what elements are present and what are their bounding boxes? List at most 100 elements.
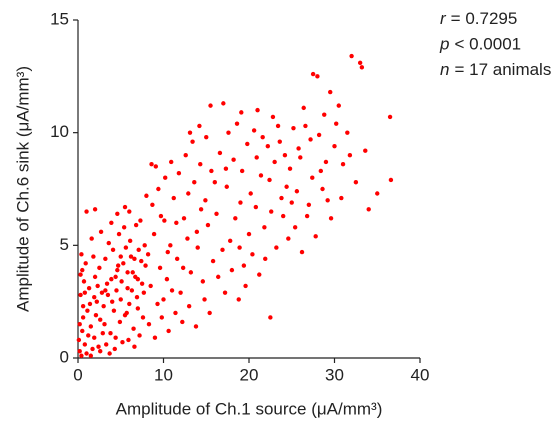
scatter-point bbox=[115, 211, 120, 216]
x-tick-label: 40 bbox=[411, 365, 430, 384]
scatter-point bbox=[258, 173, 264, 178]
scatter-point bbox=[229, 267, 235, 273]
scatter-point bbox=[139, 258, 144, 264]
scatter-point bbox=[186, 191, 191, 196]
scatter-point bbox=[80, 267, 85, 273]
scatter-point bbox=[220, 247, 225, 253]
scatter-point bbox=[119, 279, 124, 284]
scatter-point bbox=[121, 261, 126, 266]
scatter-point bbox=[282, 153, 288, 158]
scatter-point bbox=[168, 243, 173, 248]
scatter-point bbox=[214, 211, 219, 216]
scatter-point bbox=[251, 128, 257, 133]
scatter-point bbox=[205, 222, 211, 228]
scatter-point bbox=[78, 292, 83, 298]
scatter-point bbox=[224, 184, 229, 189]
scatter-point bbox=[103, 288, 108, 293]
scatter-point bbox=[82, 342, 88, 347]
scatter-point bbox=[89, 236, 94, 241]
scatter-point bbox=[334, 121, 339, 126]
scatter-point bbox=[173, 310, 178, 316]
scatter-point bbox=[117, 319, 123, 325]
scatter-point bbox=[157, 265, 163, 271]
scatter-point bbox=[222, 290, 228, 295]
scatter-point bbox=[336, 103, 341, 108]
scatter-point bbox=[79, 252, 84, 257]
scatter-point bbox=[180, 319, 185, 325]
scatter-point bbox=[116, 231, 122, 237]
scatter-point bbox=[106, 240, 111, 246]
scatter-point bbox=[328, 216, 334, 221]
scatter-point bbox=[134, 294, 140, 300]
scatter-point bbox=[98, 317, 103, 322]
scatter-point bbox=[161, 297, 166, 302]
scatter-point bbox=[265, 143, 271, 149]
scatter-point bbox=[86, 285, 92, 291]
scatter-point bbox=[96, 344, 101, 349]
scatter-point bbox=[140, 315, 146, 320]
scatter-point bbox=[185, 236, 190, 241]
annotation: p < 0.0001 bbox=[439, 35, 521, 54]
scatter-point bbox=[93, 312, 99, 318]
scatter-point bbox=[148, 283, 153, 289]
scatter-point bbox=[328, 89, 333, 95]
scatter-point bbox=[294, 189, 300, 194]
scatter-point bbox=[168, 159, 174, 165]
scatter-point bbox=[80, 303, 86, 309]
scatter-point bbox=[137, 333, 142, 338]
scatter-point bbox=[109, 220, 114, 225]
scatter-point bbox=[109, 276, 114, 282]
scatter-point bbox=[194, 229, 200, 235]
scatter-point bbox=[111, 308, 117, 313]
scatter-point bbox=[112, 346, 117, 352]
scatter-point bbox=[188, 270, 194, 275]
scatter-point bbox=[243, 283, 248, 289]
scatter-point bbox=[315, 74, 320, 79]
scatter-point bbox=[84, 351, 89, 356]
scatter-point bbox=[132, 344, 137, 349]
scatter-point bbox=[143, 263, 148, 268]
scatter-point bbox=[332, 143, 337, 149]
scatter-point bbox=[234, 121, 240, 126]
scatter-point bbox=[239, 168, 245, 174]
scatter-point bbox=[347, 153, 353, 158]
scatter-point bbox=[237, 245, 242, 250]
scatter-point bbox=[82, 290, 88, 295]
scatter-point bbox=[291, 125, 296, 131]
scatter-point bbox=[318, 168, 324, 174]
scatter-point bbox=[85, 308, 90, 313]
scatter-point bbox=[103, 256, 108, 262]
scatter-point bbox=[174, 256, 180, 262]
scatter-point bbox=[353, 180, 359, 185]
scatter-point bbox=[192, 180, 197, 185]
scatter-point bbox=[208, 103, 213, 108]
scatter-point bbox=[284, 184, 289, 189]
scatter-point bbox=[115, 267, 120, 273]
scatter-point bbox=[83, 261, 88, 266]
scatter-point bbox=[203, 198, 208, 203]
scatter-point bbox=[221, 101, 226, 106]
scatter-point bbox=[104, 281, 110, 286]
scatter-point bbox=[363, 148, 368, 153]
scatter-point bbox=[171, 195, 176, 201]
scatter-point bbox=[113, 274, 118, 280]
scatter-point bbox=[98, 229, 104, 235]
scatter-point bbox=[86, 333, 91, 338]
x-axis-label: Amplitude of Ch.1 source (μA/mm³) bbox=[116, 399, 383, 418]
scatter-point bbox=[133, 222, 139, 228]
annotation: n = 17 animals bbox=[440, 60, 551, 79]
scatter-point bbox=[88, 324, 94, 329]
scatter-point bbox=[275, 123, 281, 129]
scatter-point bbox=[217, 150, 223, 156]
scatter-point bbox=[299, 249, 305, 255]
scatter-point bbox=[113, 335, 118, 340]
scatter-point bbox=[339, 195, 344, 201]
scatter-point bbox=[310, 71, 316, 77]
annotation-symbol: n bbox=[440, 60, 449, 79]
scatter-point bbox=[153, 164, 159, 169]
scatter-point bbox=[212, 180, 217, 185]
scatter-point bbox=[186, 303, 192, 309]
scatter-point bbox=[268, 315, 273, 320]
scatter-point bbox=[325, 198, 330, 203]
